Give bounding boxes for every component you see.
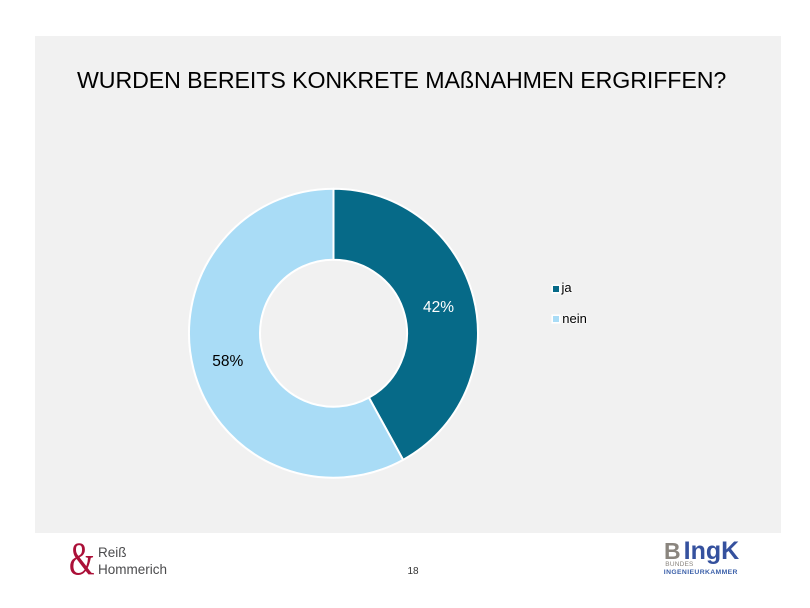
svg-text:42%: 42% <box>423 299 454 316</box>
svg-text:58%: 58% <box>212 353 243 370</box>
